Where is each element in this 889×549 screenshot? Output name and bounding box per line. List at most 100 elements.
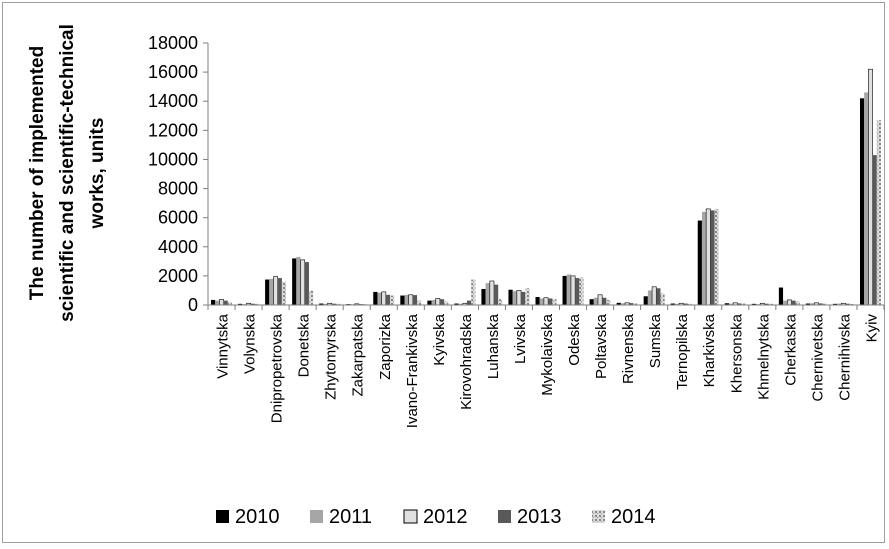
bar-2011-lvivska [512,291,517,305]
bar-2014-rivnenska [633,303,638,305]
bar-2013-ternopilska [683,303,688,305]
bar-2012-kyiv [868,68,873,306]
legend: 2010 2011 2012 2013 2014 [216,506,656,528]
bar-2014-chernihivska [849,303,854,305]
bar-2014-luhanska [498,299,503,305]
bar-2010-kyiv [859,98,865,305]
bar-2012-odeska [570,275,576,306]
bar-2010-dnipropetrovska [265,279,270,305]
bar-2014-zaporizka [390,295,395,305]
bar-2010-chernihivska [832,303,838,305]
x-tick-label-mykolaivska: Mykolaivska [539,313,556,395]
x-tick-label-chernivetska: Chernivetska [809,313,826,401]
x-tick-label-kyivska: Kyivska [431,313,448,365]
bar-2011-vinnytska [215,300,220,305]
y-tick-label: 18000 [148,33,198,53]
x-tick-label-vinnytska: Vinnytska [215,313,232,378]
bar-2012-ivano-frankivska [408,294,414,306]
bar-2014-ternopilska [687,303,692,305]
bar-2011-zhytomyrska [323,303,328,305]
bar-2014-lvivska [525,288,530,305]
bar-2010-chernivetska [805,303,811,305]
legend-swatch-2010 [216,510,229,523]
bar-2010-kirovohradska [454,303,459,305]
x-tick-label-ternopilska: Ternopilska [674,313,691,390]
bar-2010-volynska [238,303,243,305]
bar-2011-ivano-frankivska [404,294,409,305]
legend-swatch-2014 [592,510,605,523]
bar-2013-dnipropetrovska [277,278,282,305]
bar-2010-mykolaivska [535,296,540,305]
y-tick-label: 6000 [158,208,198,228]
bar-2011-khersonska [728,303,734,305]
bar-2011-luhanska [485,283,490,305]
x-tick-label-poltavska: Poltavska [593,313,610,379]
x-tick-label-donetska: Donetska [296,313,313,377]
bar-2014-donetska [308,290,314,305]
bar-2011-rivnenska [620,303,626,305]
bar-2012-luhanska [489,280,495,306]
bar-2013-poltavska [602,297,607,305]
bar-2010-lvivska [508,289,513,305]
legend-swatch-2012 [403,509,418,524]
x-tick-label-dnipropetrovska: Dnipropetrovska [269,313,286,423]
bar-2012-sumska [651,286,657,306]
bar-2013-kyiv [872,155,877,305]
bar-2014-zhytomyrska [335,303,341,305]
bar-2013-odeska [575,278,580,305]
bar-2011-kyiv [864,92,869,306]
bar-2011-odeska [566,274,571,305]
x-tick-label-odeska: Odeska [566,313,583,365]
y-tick-label: 10000 [148,149,198,169]
x-tick-label-ivano-frankivska: Ivano-Frankivska [404,313,421,428]
x-tick-label-volynska: Volynska [242,313,259,374]
bar-2012-poltavska [597,294,603,306]
y-tick-label: 4000 [158,237,198,257]
bar-2013-sumska [656,288,661,305]
x-tick-label-zhytomyrska: Zhytomyrska [323,313,340,400]
legend-label-2011: 2011 [329,506,372,528]
bar-2014-kirovohradska [471,279,476,305]
bar-2010-vinnytska [211,299,216,305]
x-axis-ticks: Vinnytska Volynska Dnipropetrovska Donetska… [207,305,885,428]
y-tick-label: 8000 [158,179,198,199]
bar-2012-kyivska [435,298,441,306]
bar-2014-cherkaska [795,301,800,305]
bar-2012-zaporizka [381,291,387,306]
bar-2012-vinnytska [219,299,224,306]
bar-2014-sumska [660,293,665,305]
bar-2013-volynska [250,303,255,305]
y-axis-label-line: The number of implemented [27,46,48,300]
bar-2010-sumska [643,296,648,305]
bar-2011-chernihivska [837,303,842,305]
bar-2014-khersonska [741,303,746,305]
bar-2012-cherkaska [786,299,792,306]
bar-2010-zhytomyrska [319,303,324,305]
y-axis-label-line: scientific and scientific-technical [57,24,78,322]
bar-2013-ivano-frankivska [412,295,418,305]
bar-2011-kharkivska [701,211,707,305]
bar-2010-odeska [562,275,567,305]
legend-label-2010: 2010 [235,506,280,528]
x-tick-label-sumska: Sumska [647,313,664,368]
y-axis-ticks: 0 2000 4000 6000 8000 10000 12000 14000 16000 180… [148,33,208,315]
bar-2010-ternopilska [670,303,675,305]
bar-2013-vinnytska [223,300,228,305]
bar-2013-luhanska [494,284,499,305]
bar-2010-luhanska [481,288,486,305]
bar-2010-cherkaska [778,287,784,305]
y-tick-label: 2000 [158,266,198,286]
x-tick-label-khmelnytska: Khmelnytska [755,313,772,400]
x-tick-label-kirovohradska: Kirovohradska [458,313,475,410]
x-tick-label-cherkaska: Cherkaska [782,313,799,385]
x-tick-label-kharkivska: Kharkivska [701,313,718,387]
bar-2012-donetska [300,259,306,306]
bar-2011-ternopilska [674,303,680,305]
bar-2013-lvivska [521,291,526,305]
bar-2013-cherkaska [791,300,796,305]
bar-2012-dnipropetrovska [273,276,278,306]
bar-2013-mykolaivska [548,298,553,305]
bar-2014-vinnytska [227,302,233,305]
bar-2010-poltavska [589,299,594,305]
bar-2010-kyivska [427,300,432,305]
